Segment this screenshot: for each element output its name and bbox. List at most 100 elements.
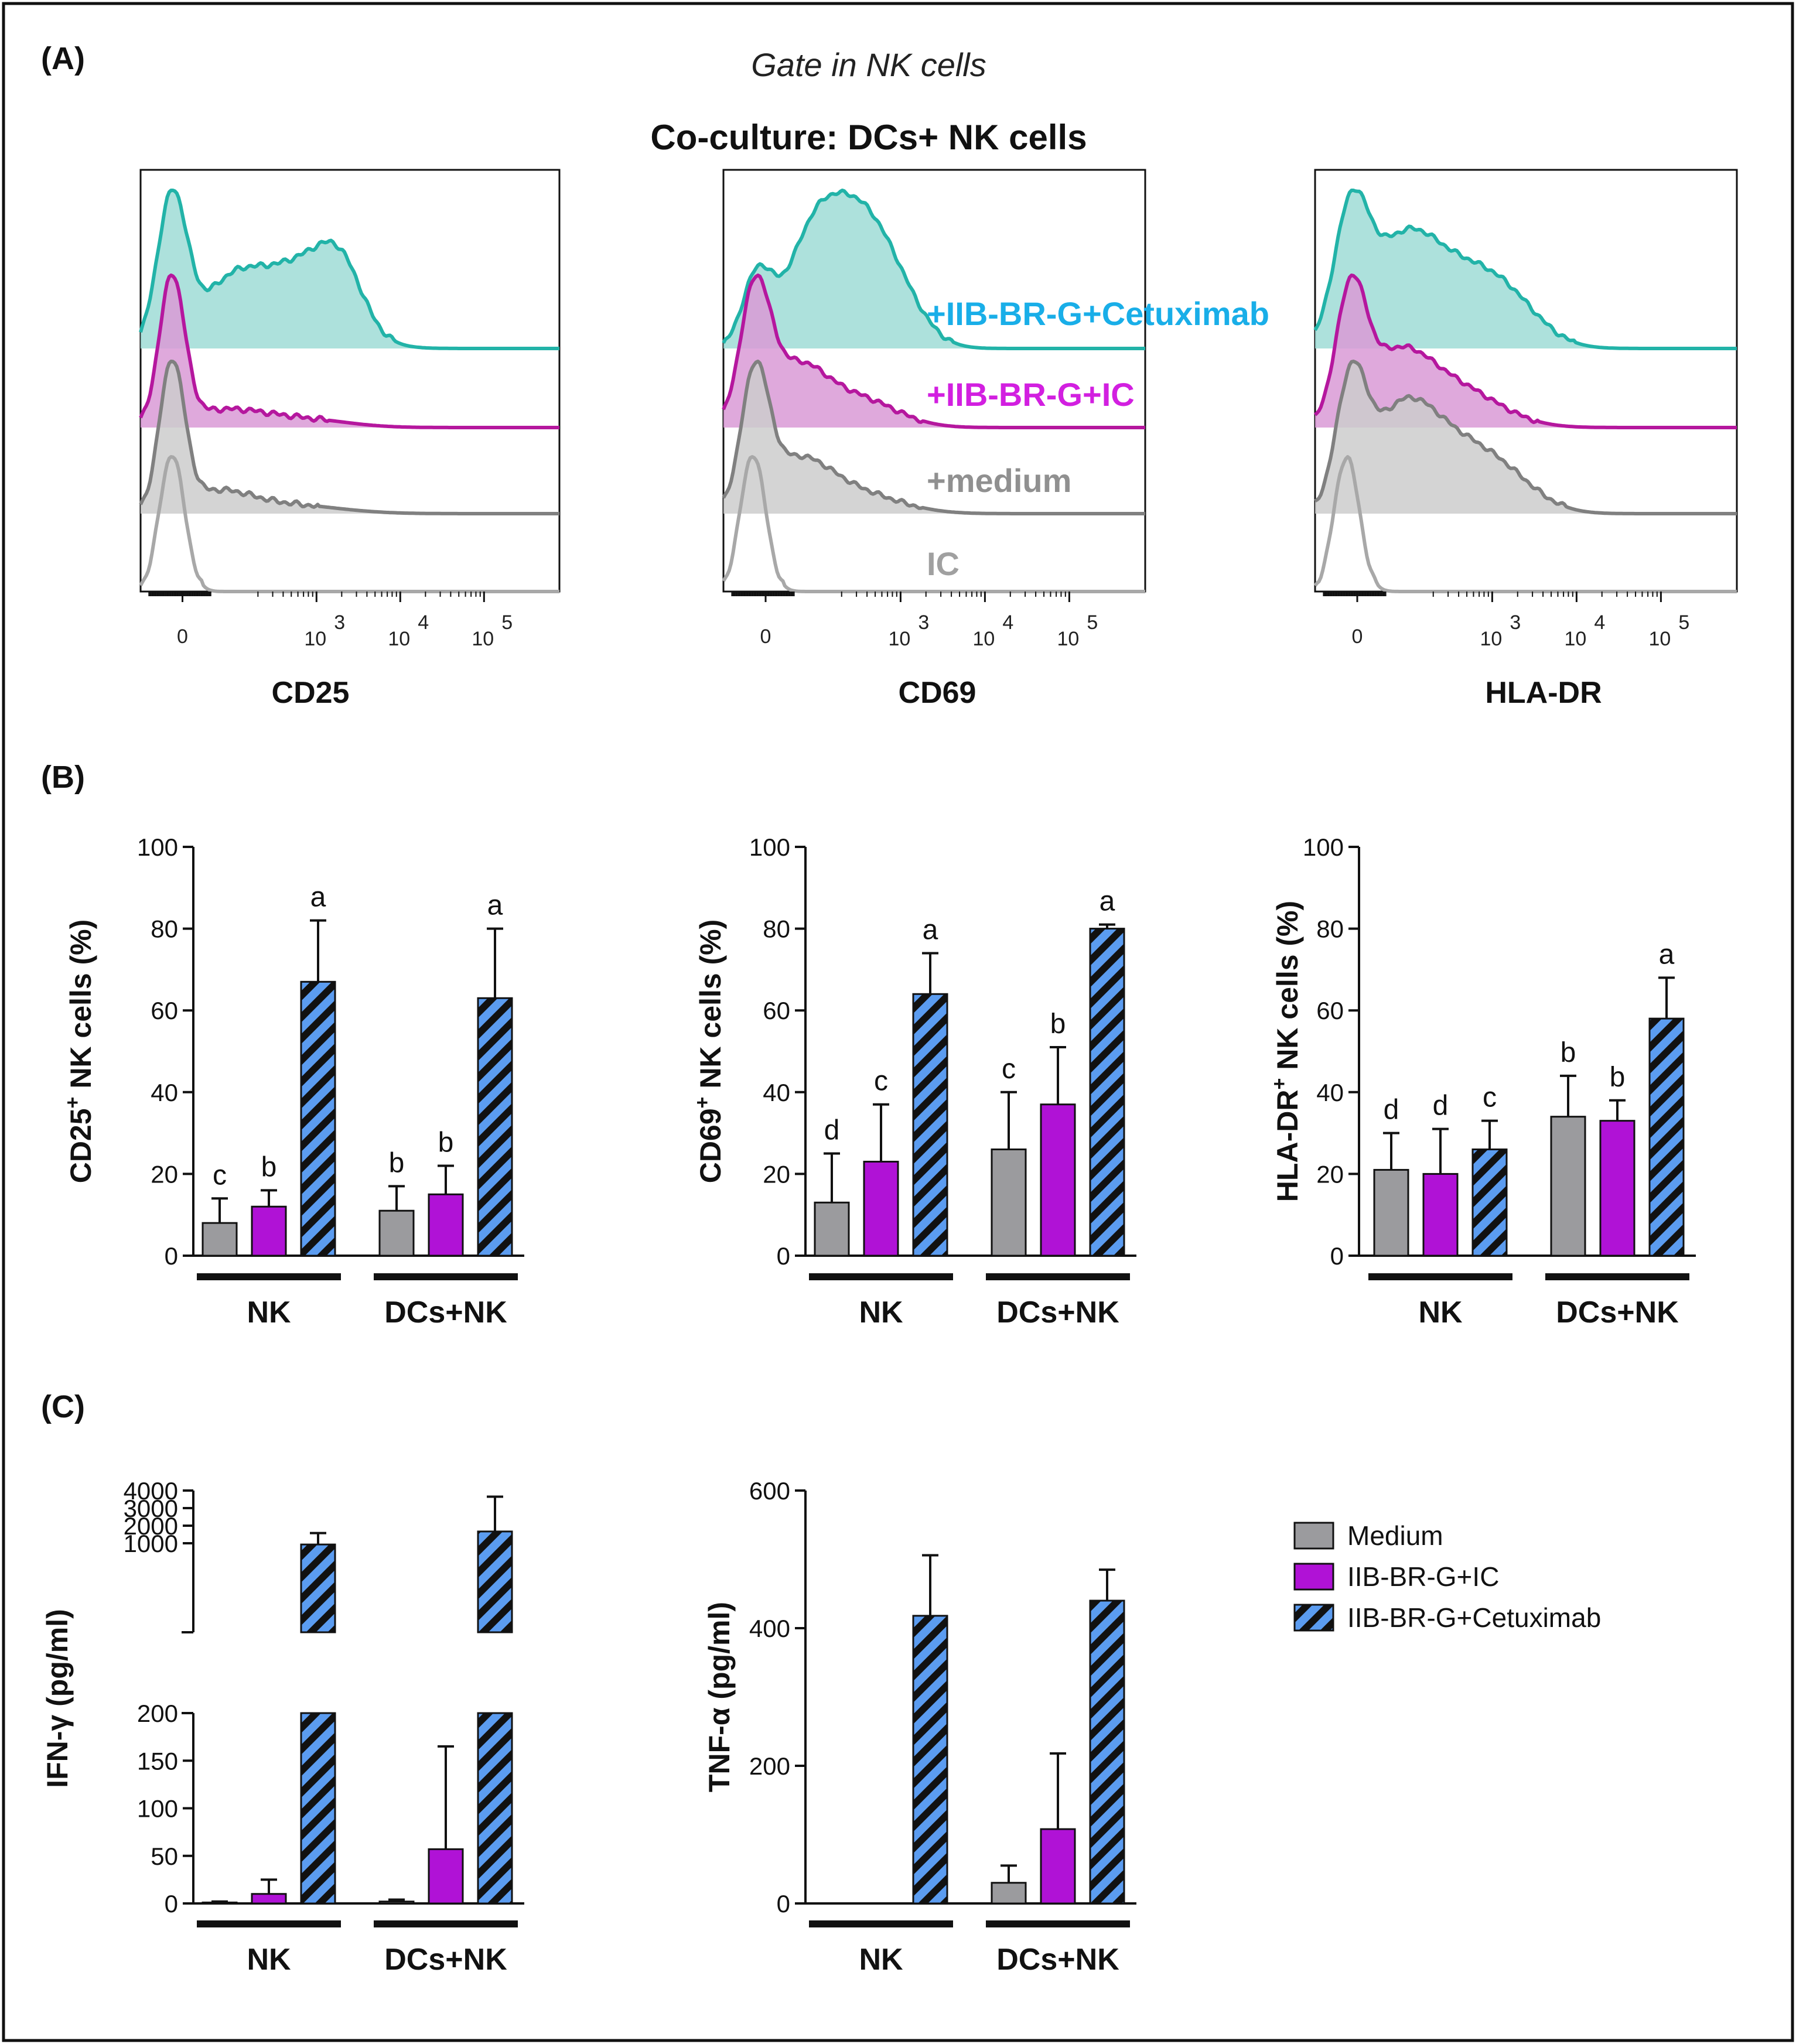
y-tick-label: 40 [1316,1079,1344,1106]
significance-letter-ic-nk: d [1433,1091,1449,1122]
bar-cetuximab-dcs-nk [1089,928,1125,1257]
histogram-line-isotype [1313,455,1737,593]
legend-label-medium: Medium [1347,1520,1443,1551]
y-tick-label: 20 [151,1160,178,1188]
group-label-dcs-nk: DCs+NK [996,1296,1119,1329]
y-axis-label: CD25+ NK cells (%) [62,920,97,1184]
histogram-tick-base: 10 [972,628,995,650]
y-tick-label: 600 [749,1477,790,1505]
histogram-tick-exponent: 4 [1002,611,1013,634]
y-tick-label: 40 [151,1079,178,1106]
bar-ic-dcs-nk [1599,1120,1635,1257]
significance-letter-ic-dcs-nk: b [1050,1009,1066,1040]
histogram-fill-medium [723,361,1145,514]
histogram-marker-cd69: CD69 [899,676,976,710]
significance-letter-medium-dcs-nk: c [1002,1054,1016,1085]
y-tick-label: 20 [763,1160,790,1188]
y-axis-label: HLA-DR+ NK cells (%) [1268,901,1304,1202]
histogram-frame [139,169,561,593]
histogram-tick-exponent: 5 [501,611,513,634]
legend-swatch-ic [1293,1563,1334,1591]
y-tick-label: 80 [1316,915,1344,943]
histogram-line-ic [139,274,559,429]
y-tick-label: 50 [151,1843,178,1870]
bar-ic-dcs-nk [1040,1103,1076,1257]
legend-label-cetuximab: IIB-BR-G+Cetuximab [1347,1602,1601,1633]
bar-medium-dcs-nk [378,1901,415,1905]
group-label-dcs-nk: DCs+NK [1556,1296,1679,1329]
y-tick-label: 40 [763,1079,790,1106]
bar-cetuximab-dcs-nk-upper [477,1530,513,1633]
bar-medium-nk [1373,1168,1409,1257]
histogram-line-medium [139,360,559,515]
histogram-tick-exponent: 5 [1087,611,1098,634]
axis-break-gap [195,1634,532,1711]
histogram-line-cetuximab [722,189,1145,350]
overlay-label-cetuximab: +IIB-BR-G+Cetuximab [927,295,1269,332]
bar-ic-nk [863,1160,899,1257]
bar-medium-dcs-nk [378,1209,415,1257]
histogram-tick-base: 10 [472,628,494,650]
histogram-tick-exponent: 3 [1510,611,1521,634]
significance-letter-cetuximab-nk: a [923,914,938,945]
significance-letter-medium-nk: d [824,1115,840,1146]
bar-chart-cd25: 0 20 40 60 80 100 CD25+ NK cells (%) c b b b a a NK DC… [62,833,524,1329]
group-label-dcs-nk: DCs+NK [384,1296,507,1329]
overlay-label-medium: +medium [927,462,1071,499]
bar-chart-cd69: 0 20 40 60 80 100 CD69+ NK cells (%) d c c b a a NK DC… [691,833,1136,1329]
histogram-tick-base: 10 [888,628,910,650]
y-tick-label: 200 [137,1700,178,1727]
bar-cetuximab-nk [912,993,948,1257]
group-label-nk: NK [247,1296,291,1329]
bar-cetuximab-nk-upper [300,1543,336,1633]
histogram-line-ic [1313,274,1737,429]
histogram-tick-base: 10 [1564,628,1586,650]
legend-swatch-cetuximab [1293,1604,1334,1632]
y-tick-label: 3000 [124,1495,178,1522]
histogram-fill-ic [1315,275,1737,428]
legend-swatch-medium [1293,1522,1334,1550]
y-tick-label: 100 [749,833,790,861]
significance-letter-medium-dcs-nk: b [1561,1037,1576,1068]
significance-letter-cetuximab-nk: c [1483,1082,1497,1113]
group-label-nk: NK [859,1296,903,1329]
histogram-tick-base: 10 [1648,628,1671,650]
group-label-dcs-nk: DCs+NK [384,1943,507,1977]
bar-medium-dcs-nk [991,1882,1027,1905]
group-label-nk: NK [247,1943,291,1977]
histogram-marker-hla-dr: HLA-DR [1485,676,1602,710]
significance-letter-ic-nk: b [261,1151,277,1182]
histogram-fill-cetuximab [1315,190,1737,348]
group-label-nk: NK [1418,1296,1463,1329]
histogram-tick-base: 10 [304,628,326,650]
bar-cetuximab-dcs-nk-lower [477,1712,513,1905]
histogram-fill-cetuximab [141,190,559,348]
histogram-tick-exponent: 5 [1678,611,1689,634]
histogram-cd69: 0 10 3 10 4 10 5 [722,169,1146,650]
legend-label-ic: IIB-BR-G+IC [1347,1561,1499,1592]
histogram-cd25: 0 10 3 10 4 10 5 [139,169,561,650]
significance-letter-medium-nk: d [1384,1095,1399,1126]
histogram-line-cetuximab [139,189,559,350]
histogram-fill-cetuximab [723,190,1145,348]
bar-chart-hla-dr: 0 20 40 60 80 100 HLA-DR+ NK cells (%) d b d b c a NK… [1268,833,1696,1329]
bar-ic-nk [251,1205,287,1257]
y-tick-label: 0 [165,1242,178,1270]
y-axis-label: IFN-γ (pg/ml) [41,1609,74,1788]
bar-ic-nk [251,1893,287,1905]
bar-medium-nk [202,1222,238,1257]
y-tick-label: 0 [1330,1242,1344,1270]
y-axis-label: CD69+ NK cells (%) [691,920,727,1184]
histogram-hla-dr: 0 10 3 10 4 10 5 [1313,169,1738,650]
histogram-tick-exponent: 3 [918,611,929,634]
y-tick-label: 400 [749,1615,790,1642]
histogram-marker-cd25: CD25 [272,676,350,710]
gate-title: Gate in NK cells [751,46,986,83]
histogram-tick-base: 10 [1057,628,1079,650]
panel-c-label: (C) [41,1389,85,1424]
bar-cetuximab-nk [912,1615,948,1905]
bar-medium-nk [814,1201,850,1257]
y-tick-label: 0 [165,1890,178,1917]
